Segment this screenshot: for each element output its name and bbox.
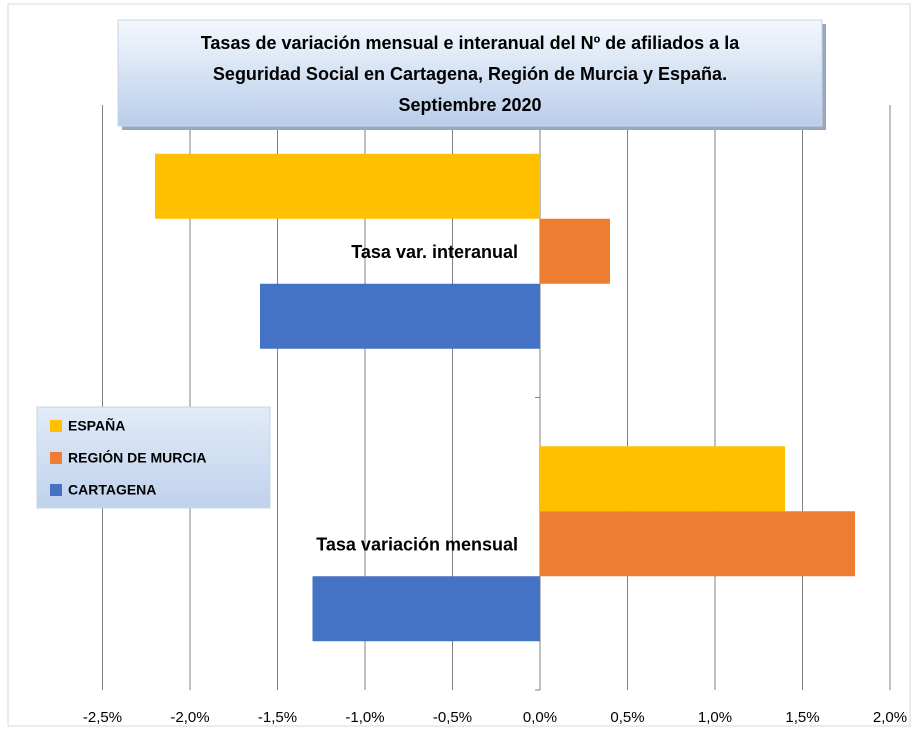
x-tick-label: 1,5% [785,709,819,726]
x-tick-label: 2,0% [873,709,907,726]
x-tick-label: -1,5% [258,709,297,726]
chart-title: Septiembre 2020 [398,95,541,115]
chart-title: Seguridad Social en Cartagena, Región de… [213,64,727,84]
bar [540,446,785,512]
x-tick-label: 1,0% [698,709,732,726]
x-tick-label: 0,5% [610,709,644,726]
bar [540,511,855,577]
chart-title: Tasas de variación mensual e interanual … [201,33,740,53]
category-label: Tasa variación mensual [316,535,518,555]
legend-swatch [50,452,62,464]
legend-label: CARTAGENA [68,482,156,498]
x-tick-label: -2,5% [83,709,122,726]
x-tick-label: -0,5% [433,709,472,726]
category-label: Tasa var. interanual [351,242,518,262]
bar [540,218,610,284]
legend-swatch [50,420,62,432]
legend-label: ESPAÑA [68,417,125,434]
x-tick-label: 0,0% [523,709,557,726]
x-tick-label: -2,0% [170,709,209,726]
title-box [117,19,823,127]
legend-swatch [50,484,62,496]
bar [312,576,540,642]
legend-box [36,406,271,509]
bar [260,283,540,349]
bar [155,153,540,219]
x-tick-label: -1,0% [345,709,384,726]
legend-label: REGIÓN DE MURCIA [68,449,206,466]
